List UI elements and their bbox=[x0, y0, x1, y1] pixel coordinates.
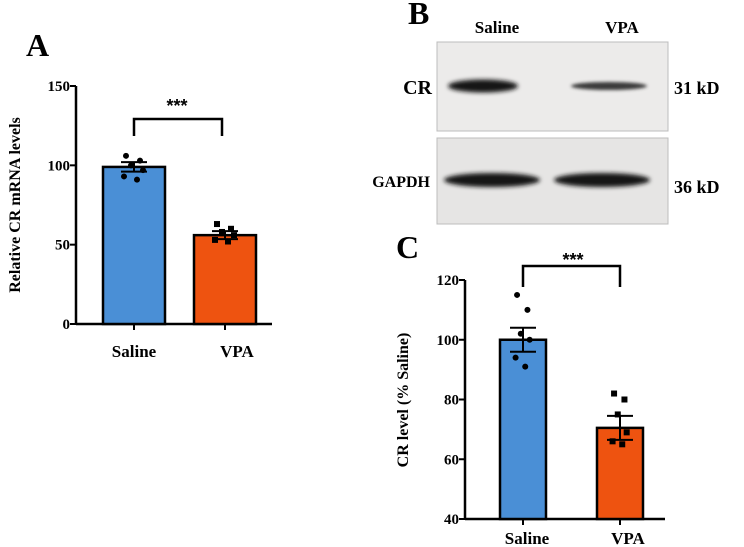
chart-a-point bbox=[212, 236, 218, 243]
chart-c-y-tick-label: 100 bbox=[437, 333, 460, 349]
blot-row-label-cr: CR bbox=[403, 77, 432, 99]
chart-c-y-tick-label: 120 bbox=[437, 273, 460, 289]
chart-a-point bbox=[214, 221, 220, 228]
chart-a-bar-saline bbox=[101, 165, 167, 326]
chart-a-point bbox=[228, 225, 234, 232]
chart-a-ylabel: Relative CR mRNA levels bbox=[7, 117, 24, 293]
chart-c-point bbox=[621, 396, 628, 403]
chart-c-point bbox=[524, 306, 531, 313]
chart-a-point bbox=[140, 167, 146, 174]
chart-c-y-tick-label: 40 bbox=[444, 512, 459, 528]
chart-a-bar-vpa bbox=[192, 233, 258, 326]
blot-row-size-cr: 31 kD bbox=[674, 78, 720, 98]
chart-c-bar-saline bbox=[498, 338, 548, 521]
blot-row-size-gapdh: 36 kD bbox=[674, 177, 720, 197]
blot-lane-vpa: VPA bbox=[605, 18, 639, 37]
blot-band-cr-vpa bbox=[571, 82, 647, 90]
panel-letter-b: B bbox=[408, 0, 429, 31]
blot-band-gapdh-saline bbox=[444, 173, 540, 187]
chart-a-y-tick-label: 50 bbox=[55, 238, 70, 254]
chart-a-y-tick-label: 100 bbox=[48, 158, 71, 174]
blot-lane-saline: Saline bbox=[475, 18, 520, 37]
chart-c-significance-bracket bbox=[521, 264, 622, 287]
chart-a-significance-bracket bbox=[132, 117, 224, 136]
chart-c-point bbox=[611, 390, 618, 397]
chart-a-y-tick-label: 150 bbox=[48, 79, 71, 95]
blot-band-cr-saline bbox=[448, 79, 518, 93]
chart-c-y-tick-label: 60 bbox=[444, 452, 459, 468]
chart-c-point bbox=[522, 363, 529, 370]
panel-letter-c: C bbox=[396, 229, 419, 265]
chart-a-significance: *** bbox=[166, 96, 187, 116]
panel-letter-a: A bbox=[26, 27, 49, 63]
chart-a-point bbox=[121, 173, 127, 180]
chart-a-point bbox=[128, 162, 134, 169]
chart-c-category-vpa: VPA bbox=[611, 529, 645, 547]
chart-c: CR level (% Saline) Saline VPA *** 40608… bbox=[395, 250, 665, 547]
chart-a-point bbox=[219, 228, 225, 235]
chart-c-category-saline: Saline bbox=[505, 529, 550, 547]
chart-c-point bbox=[609, 438, 616, 445]
chart-c-point bbox=[514, 291, 521, 298]
chart-c-point bbox=[517, 330, 524, 337]
chart-c-point bbox=[512, 354, 519, 361]
chart-a-point bbox=[231, 232, 237, 239]
western-blot: Saline VPA CR 31 kD GAPDH 36 kD bbox=[372, 18, 720, 225]
blot-band-gapdh-vpa bbox=[554, 173, 650, 187]
chart-c-ylabel: CR level (% Saline) bbox=[395, 333, 412, 468]
chart-c-point bbox=[623, 429, 630, 436]
chart-a-category-saline: Saline bbox=[112, 342, 157, 361]
chart-c-point bbox=[526, 336, 533, 343]
chart-c-point bbox=[614, 411, 621, 418]
chart-a-y-tick-label: 0 bbox=[63, 317, 71, 333]
chart-a-point bbox=[137, 157, 143, 164]
blot-row-label-gapdh: GAPDH bbox=[372, 174, 430, 191]
chart-a-point bbox=[134, 176, 140, 183]
chart-c-y-tick-label: 80 bbox=[444, 393, 459, 409]
chart-a-category-vpa: VPA bbox=[220, 342, 254, 361]
chart-a: Relative CR mRNA levels Saline VPA *** 0… bbox=[7, 79, 272, 361]
chart-c-point bbox=[619, 441, 626, 448]
chart-a-point bbox=[225, 238, 231, 245]
chart-a-point bbox=[123, 152, 129, 159]
